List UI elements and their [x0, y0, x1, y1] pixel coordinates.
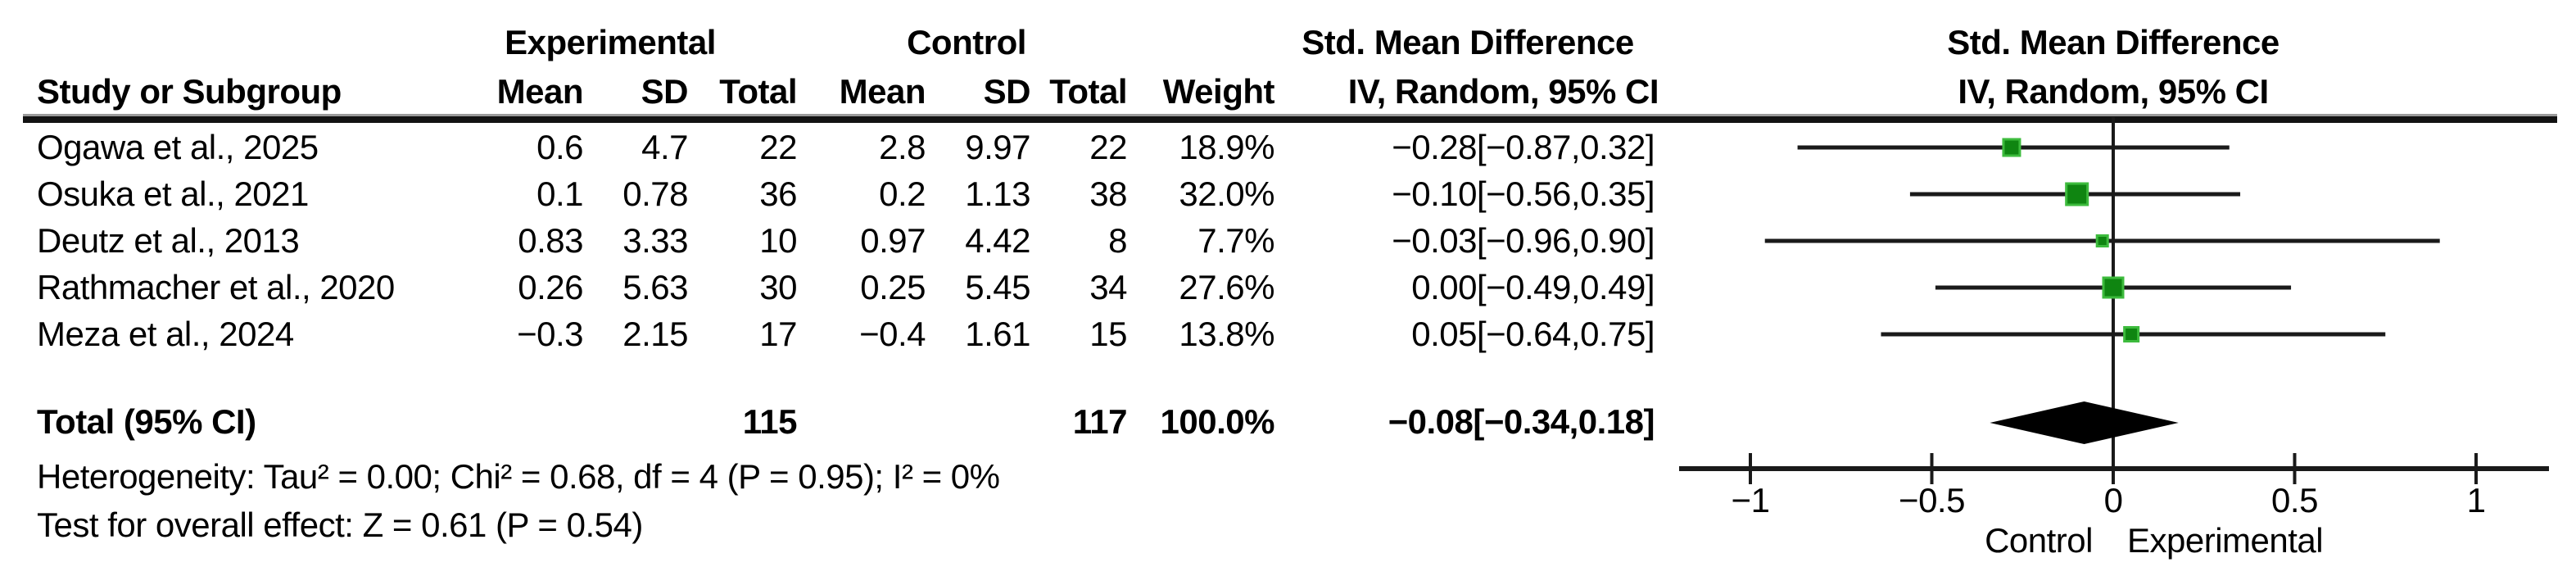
cell-ci-text: −0.28[−0.87,0.32]	[1392, 128, 1655, 166]
cell-weight: 32.0%	[1179, 175, 1274, 213]
effect-square	[2102, 276, 2125, 299]
study-label: Meza et al., 2024	[37, 315, 294, 353]
study-label: Osuka et al., 2021	[37, 175, 309, 213]
axis-tick-label: −0.5	[1899, 481, 1965, 519]
cell-exp-total: 10	[759, 221, 797, 260]
cell-ctl-sd: 9.97	[965, 128, 1030, 166]
effect-square	[2065, 182, 2089, 206]
overall-effect-note: Test for overall effect: Z = 0.61 (P = 0…	[37, 506, 643, 544]
cell-ctl-mean: 0.97	[860, 221, 926, 260]
plot-header-model: IV, Random, 95% CI	[1958, 72, 2269, 111]
cell-exp-mean: 0.6	[536, 128, 583, 166]
cell-exp-mean: 0.26	[518, 268, 583, 306]
group-header-control: Control	[907, 23, 1026, 61]
cell-weight: 13.8%	[1179, 315, 1274, 353]
cell-ctl-sd: 5.45	[965, 268, 1030, 306]
total-ci-text: −0.08[−0.34,0.18]	[1388, 402, 1655, 441]
cell-exp-sd: 0.78	[622, 175, 688, 213]
header-separator-line	[23, 114, 2557, 123]
total-exp-total: 115	[742, 402, 798, 441]
cell-weight: 27.6%	[1179, 268, 1274, 306]
cell-ctl-sd: 1.13	[965, 175, 1030, 213]
cell-ci-text: −0.03[−0.96,0.90]	[1392, 221, 1655, 260]
column-header-exp-sd: SD	[641, 72, 689, 111]
study-label: Rathmacher et al., 2020	[37, 268, 395, 306]
group-header-smd: Std. Mean Difference	[1302, 23, 1634, 61]
column-header-ctl-sd: SD	[983, 72, 1031, 111]
total-label: Total (95% CI)	[37, 402, 256, 441]
total-ctl-total: 117	[1072, 402, 1128, 441]
summary-diamond	[1990, 401, 2179, 444]
cell-exp-mean: 0.83	[518, 221, 583, 260]
cell-ctl-total: 8	[1108, 221, 1127, 260]
plot-header-title: Std. Mean Difference	[1947, 23, 2279, 61]
cell-weight: 7.7%	[1197, 221, 1274, 260]
cell-ci-text: 0.00[−0.49,0.49]	[1411, 268, 1655, 306]
axis-tick-label: 0	[2103, 481, 2123, 519]
cell-exp-sd: 3.33	[622, 221, 688, 260]
cell-ctl-mean: −0.4	[859, 315, 926, 353]
cell-exp-sd: 2.15	[622, 315, 688, 353]
axis-label-experimental: Experimental	[2127, 521, 2324, 560]
column-header-ci: IV, Random, 95% CI	[1347, 72, 1659, 111]
axis-tick-label: 0.5	[2271, 481, 2318, 519]
study-label: Ogawa et al., 2025	[37, 128, 319, 166]
column-header-ctl-mean: Mean	[839, 72, 926, 111]
column-header-exp-total: Total	[719, 72, 797, 111]
cell-ctl-total: 38	[1089, 175, 1127, 213]
axis-tick-label: −1	[1731, 481, 1770, 519]
column-header-ctl-total: Total	[1049, 72, 1127, 111]
cell-ctl-sd: 4.42	[965, 221, 1030, 260]
cell-ci-text: −0.10[−0.56,0.35]	[1392, 175, 1655, 213]
effect-square	[2002, 138, 2021, 157]
column-header-exp-mean: Mean	[496, 72, 584, 111]
cell-ctl-mean: 0.2	[879, 175, 926, 213]
cell-exp-total: 17	[759, 315, 797, 353]
cell-ctl-sd: 1.61	[965, 315, 1030, 353]
effect-square	[2123, 326, 2140, 342]
cell-weight: 18.9%	[1179, 128, 1274, 166]
cell-exp-sd: 5.63	[622, 268, 688, 306]
cell-exp-total: 22	[759, 128, 797, 166]
cell-ctl-mean: 2.8	[879, 128, 926, 166]
cell-ci-text: 0.05[−0.64,0.75]	[1411, 315, 1655, 353]
cell-ctl-total: 22	[1089, 128, 1127, 166]
group-header-experimental: Experimental	[505, 23, 716, 61]
cell-exp-total: 30	[759, 268, 797, 306]
cell-exp-sd: 4.7	[641, 128, 688, 166]
cell-ctl-total: 34	[1089, 268, 1127, 306]
total-weight: 100.0%	[1160, 402, 1275, 441]
cell-exp-mean: −0.3	[517, 315, 583, 353]
cell-exp-total: 36	[759, 175, 797, 213]
cell-ctl-total: 15	[1089, 315, 1127, 353]
effect-square	[2095, 234, 2109, 247]
column-header-weight: Weight	[1162, 72, 1275, 111]
axis-label-control: Control	[1985, 521, 2093, 560]
column-header-study: Study or Subgroup	[37, 72, 342, 111]
axis-tick-label: 1	[2466, 481, 2486, 519]
study-label: Deutz et al., 2013	[37, 221, 300, 260]
cell-ctl-mean: 0.25	[860, 268, 926, 306]
heterogeneity-note: Heterogeneity: Tau² = 0.00; Chi² = 0.68,…	[37, 457, 1000, 496]
cell-exp-mean: 0.1	[536, 175, 583, 213]
